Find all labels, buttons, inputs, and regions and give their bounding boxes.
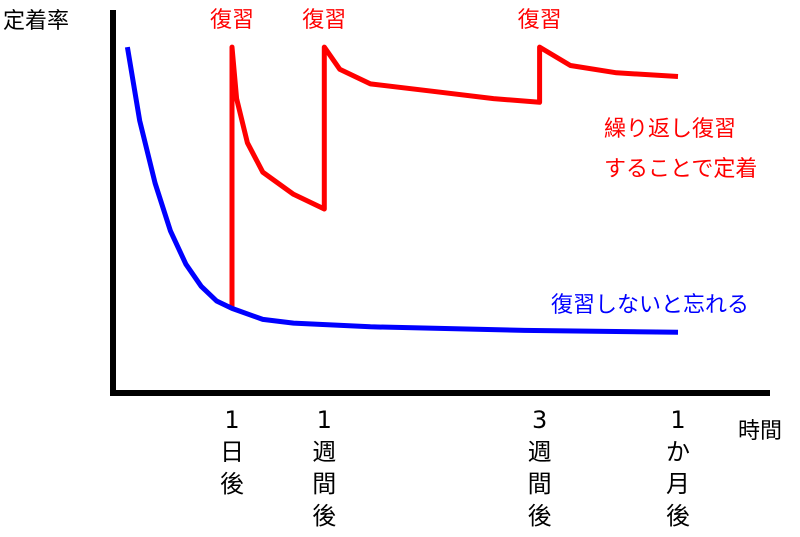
x-tick-label-1-3: 後 [312, 502, 336, 530]
x-tick-label-0-0: 1 [224, 406, 239, 434]
series-line-1 [124, 46, 679, 335]
review-marker-label-2: 復習 [518, 8, 562, 33]
series-label-0-0: 繰り返し復習 [604, 117, 736, 142]
series-label-1-0: 復習しないと忘れる [551, 293, 749, 318]
x-tick-label-1-1: 週 [312, 438, 336, 466]
series-layer [124, 44, 679, 335]
series-line-0 [229, 44, 679, 309]
x-tick-label-3-1: か [666, 438, 690, 466]
x-tick-label-2-0: 3 [532, 406, 547, 434]
review-marker-label-1: 復習 [302, 8, 346, 33]
series-label-0-1: することで定着 [604, 157, 757, 182]
x-tick-label-0-2: 後 [220, 470, 244, 498]
x-tick-label-2-2: 間 [528, 470, 552, 498]
axes-layer [110, 10, 770, 396]
y-axis-title: 定着率 [3, 9, 69, 34]
x-tick-label-1-0: 1 [317, 406, 332, 434]
x-tick-label-1-2: 間 [312, 470, 336, 498]
x-axis-title: 時間 [738, 419, 782, 444]
x-tick-label-3-3: 後 [666, 502, 690, 530]
review-marker-label-0: 復習 [210, 8, 254, 33]
x-tick-label-0-1: 日 [220, 438, 244, 466]
x-tick-label-3-0: 1 [670, 406, 685, 434]
review-markers: 復習 復習 復習 [210, 8, 562, 33]
x-tick-label-3-2: 月 [666, 470, 690, 498]
x-tick-label-2-1: 週 [528, 438, 552, 466]
x-tick-label-2-3: 後 [528, 502, 552, 530]
